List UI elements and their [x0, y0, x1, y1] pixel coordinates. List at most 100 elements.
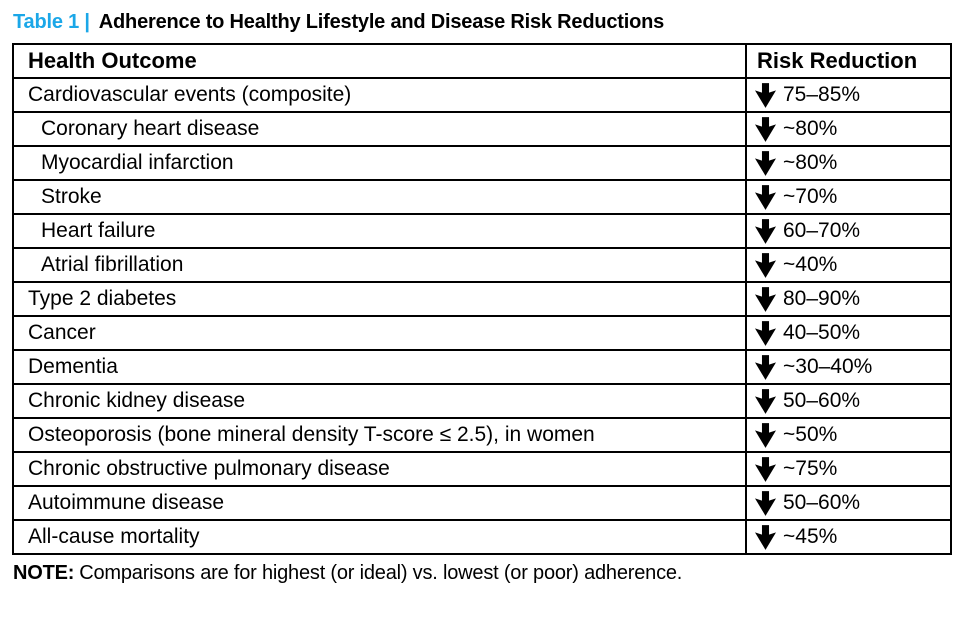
health-outcome-label: Dementia [28, 355, 118, 378]
risk-reduction-cell: ~30–40% [745, 349, 952, 385]
health-outcome-cell: Stroke [12, 179, 747, 215]
table-caption: Adherence to Healthy Lifestyle and Disea… [98, 11, 665, 33]
risk-reduction-cell: ~50% [745, 417, 952, 453]
risk-reduction-cell: ~80% [745, 145, 952, 181]
health-outcome-label: Stroke [41, 185, 102, 208]
risk-reduction-cell: ~80% [745, 111, 952, 147]
down-arrow-icon [755, 456, 776, 482]
table-number-label: Table 1 | [13, 11, 90, 33]
down-arrow-icon [755, 354, 776, 380]
risk-reduction-cell: 50–60% [745, 485, 952, 521]
health-outcome-cell: Myocardial infarction [12, 145, 747, 181]
health-outcome-label: Chronic kidney disease [28, 389, 246, 412]
table-row: Autoimmune disease 50–60% [12, 485, 952, 521]
health-outcome-cell: Autoimmune disease [12, 485, 747, 521]
table-row: Cardiovascular events (composite) 75–85% [12, 77, 952, 113]
risk-reduction-cell: 50–60% [745, 383, 952, 419]
table-row: Stroke ~70% [12, 179, 952, 215]
risk-reduction-cell: ~40% [745, 247, 952, 283]
health-outcome-label: Myocardial infarction [41, 151, 234, 174]
risk-value: ~45% [783, 525, 838, 548]
health-outcome-cell: Heart failure [12, 213, 747, 249]
down-arrow-icon [755, 422, 776, 448]
health-outcome-label: Chronic obstructive pulmonary disease [28, 457, 390, 480]
risk-value: ~50% [783, 423, 838, 446]
risk-value: ~80% [783, 117, 838, 140]
down-arrow-icon [755, 82, 776, 108]
risk-reduction-cell: ~70% [745, 179, 952, 215]
table-row: Type 2 diabetes 80–90% [12, 281, 952, 317]
risk-reduction-cell: ~75% [745, 451, 952, 487]
note-text: Comparisons are for highest (or ideal) v… [79, 562, 683, 584]
health-outcome-cell: Type 2 diabetes [12, 281, 747, 317]
header-health-outcome: Health Outcome [12, 43, 747, 79]
health-outcome-cell: Dementia [12, 349, 747, 385]
risk-reduction-content: ~80% [755, 116, 946, 142]
risk-value: 80–90% [783, 287, 861, 310]
risk-reduction-content: ~70% [755, 184, 946, 210]
risk-value: ~30–40% [783, 355, 873, 378]
risk-value: ~70% [783, 185, 838, 208]
risk-reduction-content: 75–85% [755, 82, 946, 108]
table-row: Atrial fibrillation ~40% [12, 247, 952, 283]
table-row: Chronic obstructive pulmonary disease ~7… [12, 451, 952, 487]
health-outcome-cell: Cancer [12, 315, 747, 351]
risk-value: ~75% [783, 457, 838, 480]
risk-reduction-content: 80–90% [755, 286, 946, 312]
health-outcome-label: Cancer [28, 321, 96, 344]
risk-reduction-content: ~45% [755, 524, 946, 550]
risk-reduction-table: Health Outcome Risk Reduction Cardiovasc… [12, 43, 952, 555]
risk-value: 60–70% [783, 219, 861, 242]
risk-reduction-content: ~80% [755, 150, 946, 176]
table-row: Osteoporosis (bone mineral density T-sco… [12, 417, 952, 453]
down-arrow-icon [755, 184, 776, 210]
health-outcome-cell: Chronic kidney disease [12, 383, 747, 419]
down-arrow-icon [755, 286, 776, 312]
risk-reduction-content: ~75% [755, 456, 946, 482]
risk-value: ~80% [783, 151, 838, 174]
risk-reduction-cell: 40–50% [745, 315, 952, 351]
health-outcome-cell: Cardiovascular events (composite) [12, 77, 747, 113]
risk-reduction-content: ~30–40% [755, 354, 946, 380]
health-outcome-cell: Chronic obstructive pulmonary disease [12, 451, 747, 487]
header-row: Health Outcome Risk Reduction [12, 43, 952, 79]
risk-reduction-content: 60–70% [755, 218, 946, 244]
risk-reduction-cell: 60–70% [745, 213, 952, 249]
risk-reduction-content: 40–50% [755, 320, 946, 346]
table-row: Dementia ~30–40% [12, 349, 952, 385]
table-row: All-cause mortality ~45% [12, 519, 952, 555]
health-outcome-label: Coronary heart disease [41, 117, 260, 140]
health-outcome-label: All-cause mortality [28, 525, 200, 548]
table-row: Chronic kidney disease 50–60% [12, 383, 952, 419]
health-outcome-label: Heart failure [41, 219, 156, 242]
down-arrow-icon [755, 524, 776, 550]
health-outcome-label: Cardiovascular events (composite) [28, 83, 352, 106]
table-row: Heart failure 60–70% [12, 213, 952, 249]
health-outcome-label: Atrial fibrillation [41, 253, 184, 276]
risk-value: 50–60% [783, 389, 861, 412]
risk-reduction-cell: 75–85% [745, 77, 952, 113]
risk-reduction-content: ~40% [755, 252, 946, 278]
risk-value: 50–60% [783, 491, 861, 514]
down-arrow-icon [755, 150, 776, 176]
risk-reduction-cell: 80–90% [745, 281, 952, 317]
risk-value: ~40% [783, 253, 838, 276]
risk-reduction-content: 50–60% [755, 490, 946, 516]
health-outcome-cell: Osteoporosis (bone mineral density T-sco… [12, 417, 747, 453]
risk-reduction-content: 50–60% [755, 388, 946, 414]
down-arrow-icon [755, 218, 776, 244]
table-row: Cancer 40–50% [12, 315, 952, 351]
health-outcome-label: Autoimmune disease [28, 491, 225, 514]
risk-value: 75–85% [783, 83, 861, 106]
table-body: Cardiovascular events (composite) 75–85%… [12, 77, 952, 555]
health-outcome-cell: Atrial fibrillation [12, 247, 747, 283]
table-row: Coronary heart disease ~80% [12, 111, 952, 147]
down-arrow-icon [755, 116, 776, 142]
note-label: NOTE: [13, 562, 75, 584]
down-arrow-icon [755, 490, 776, 516]
table-figure: Table 1 | Adherence to Healthy Lifestyle … [12, 11, 952, 584]
health-outcome-cell: All-cause mortality [12, 519, 747, 555]
table-row: Myocardial infarction ~80% [12, 145, 952, 181]
health-outcome-label: Type 2 diabetes [28, 287, 177, 310]
risk-value: 40–50% [783, 321, 861, 344]
